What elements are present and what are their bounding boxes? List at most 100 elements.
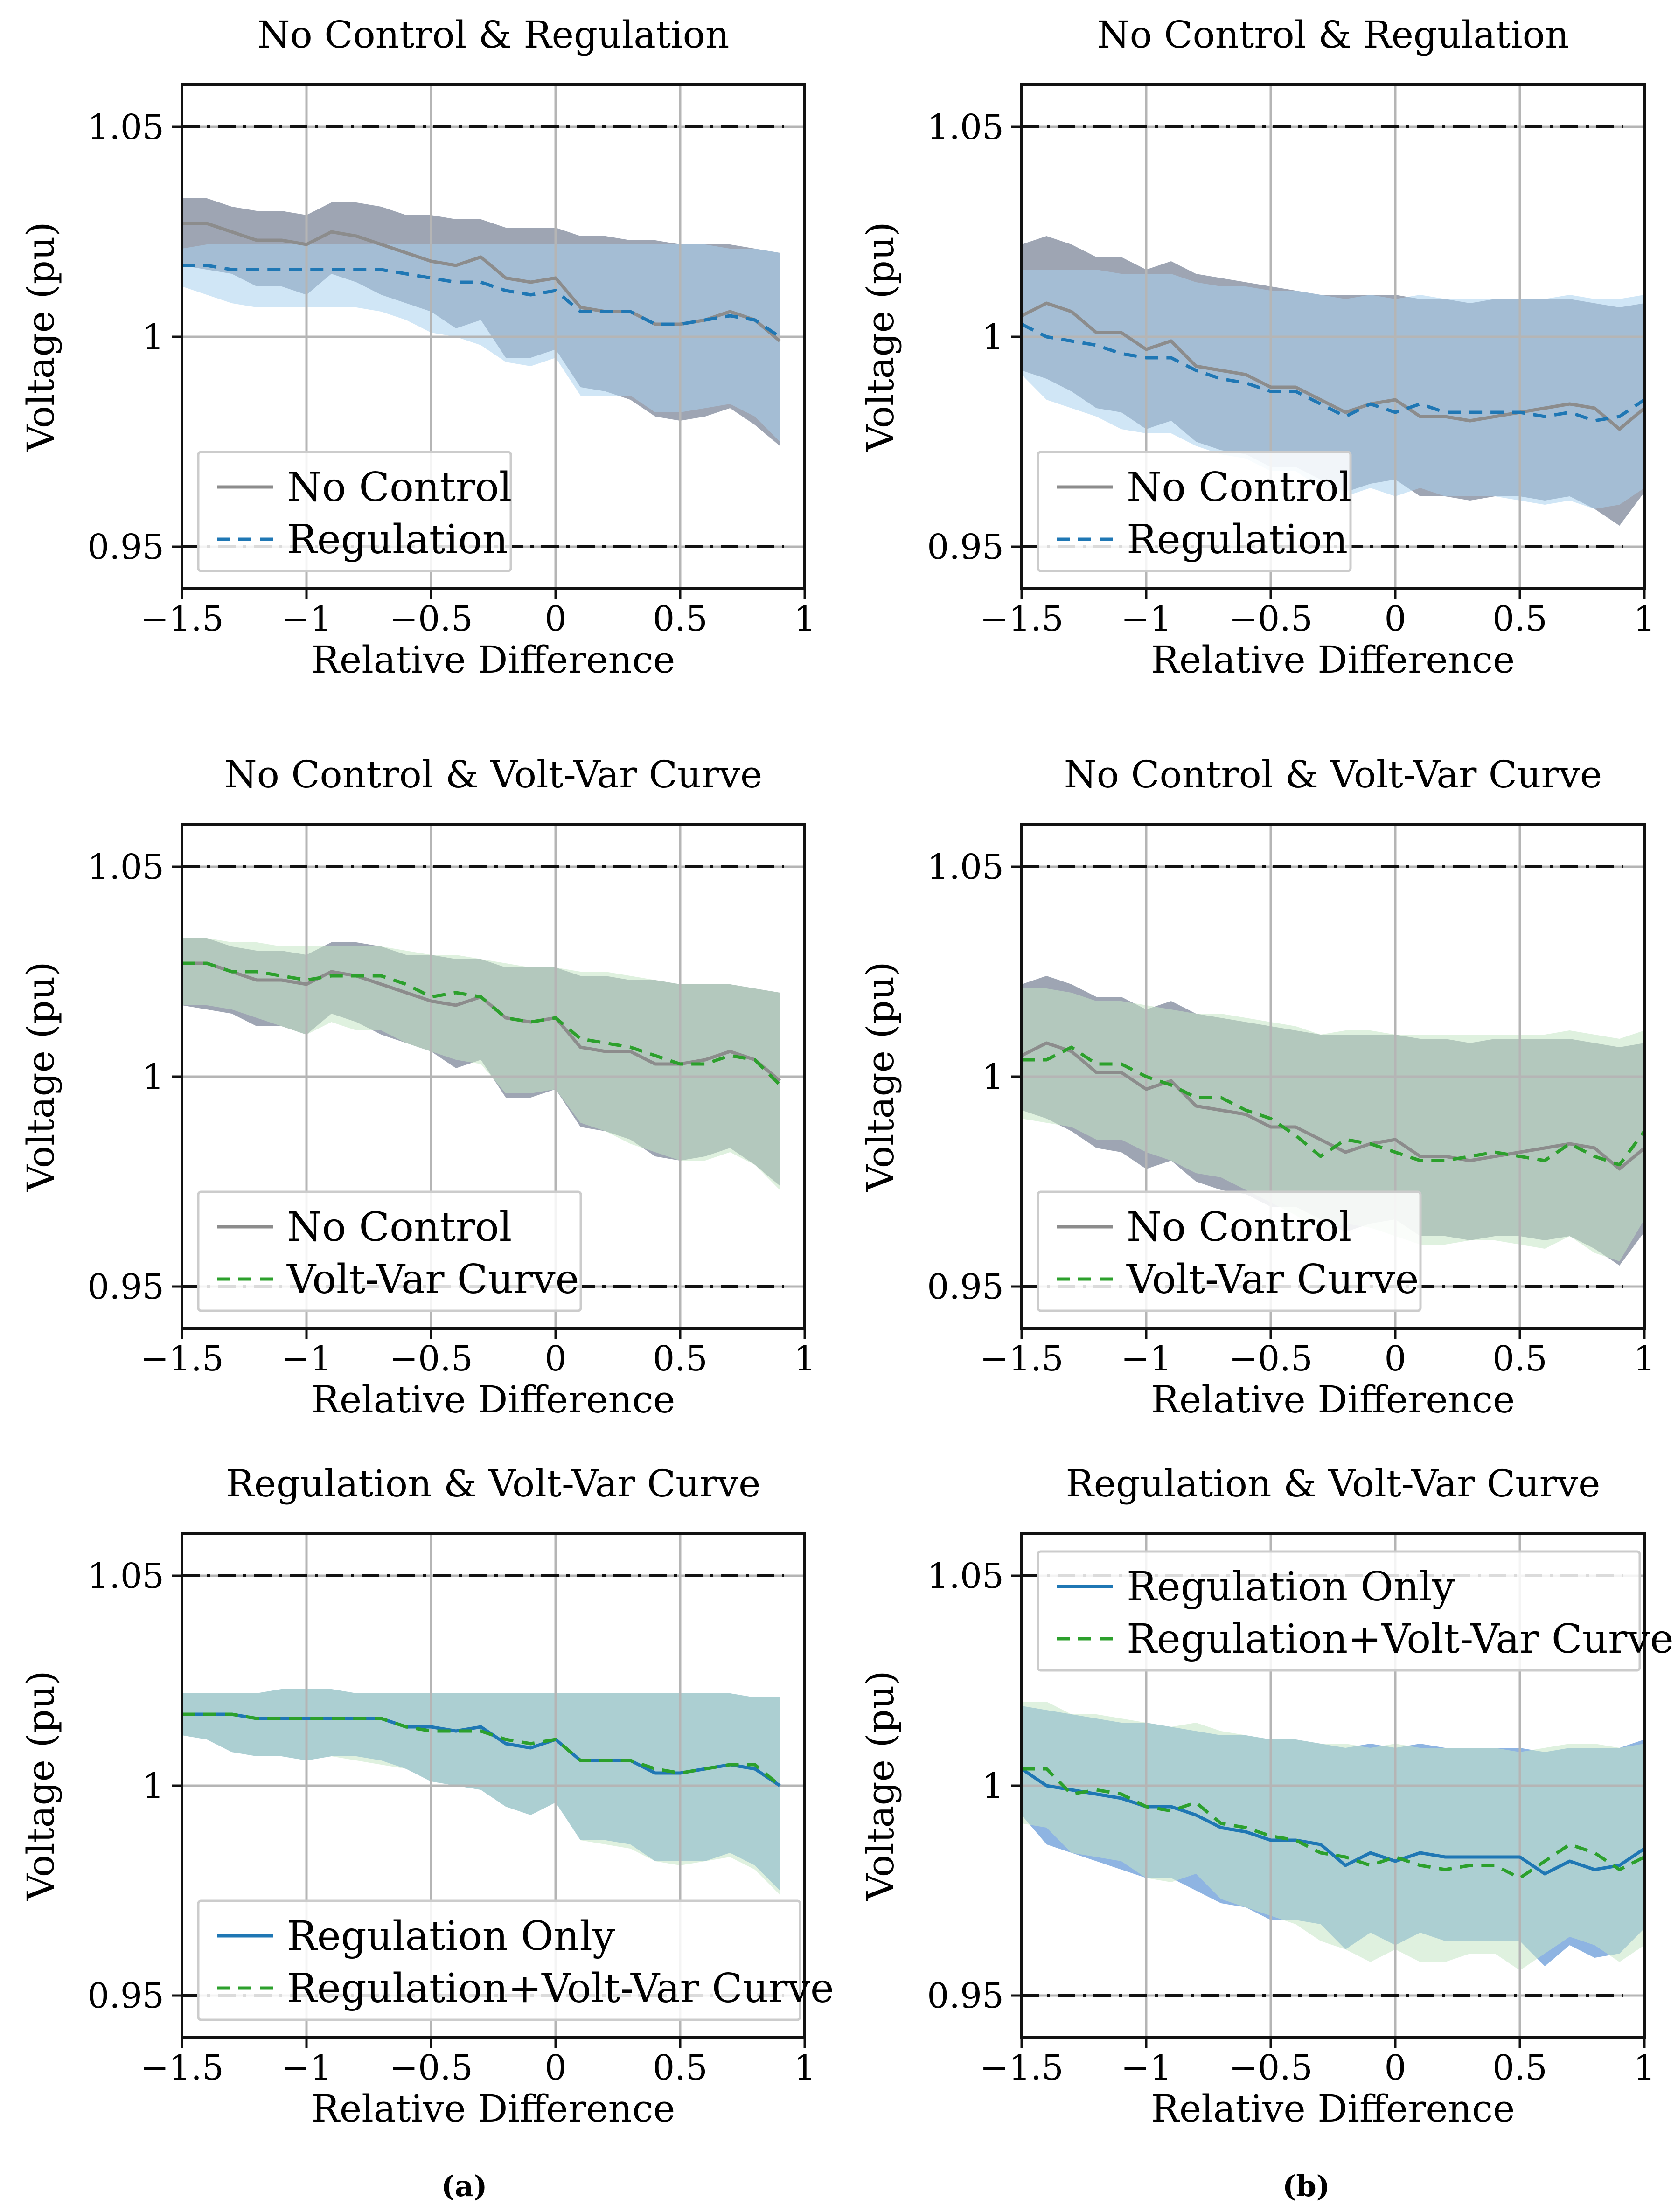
y-tick-label: 1 bbox=[142, 1766, 164, 1806]
x-tick-label: −1 bbox=[281, 2048, 332, 2088]
x-tick-label: −1 bbox=[1121, 599, 1171, 639]
chart-panels: No Control & Regulation −1.5 −1 −0.5 0 0.5 1 0.… bbox=[19, 13, 1674, 2130]
x-axis-label: Relative Difference bbox=[1151, 2087, 1515, 2130]
legend-frame bbox=[1037, 1550, 1641, 1672]
x-axis-label: Relative Difference bbox=[312, 2087, 675, 2130]
series-line-regulation-volt-var-curve bbox=[182, 1712, 781, 1787]
x-tick-label: 0 bbox=[544, 1339, 566, 1379]
x-tick-label: −0.5 bbox=[389, 599, 473, 639]
legend-label: No Control bbox=[287, 464, 512, 511]
band-regulation bbox=[1022, 270, 1644, 509]
x-tick-label: −1 bbox=[1121, 1339, 1171, 1379]
x-tick-label: 1 bbox=[1633, 599, 1655, 639]
y-axis-label: Voltage (pu) bbox=[859, 961, 902, 1192]
x-tick-label: 0 bbox=[544, 2048, 566, 2088]
x-tick-label: 1 bbox=[1633, 2048, 1655, 2088]
confidence-bands bbox=[182, 1689, 780, 1895]
y-tick-label: 1 bbox=[982, 317, 1004, 357]
y-axis-label: Voltage (pu) bbox=[19, 1670, 63, 1901]
y-tick-label: 1 bbox=[982, 1766, 1004, 1806]
x-tick-label: −0.5 bbox=[1229, 1339, 1313, 1379]
x-tick-label: 0.5 bbox=[1492, 1339, 1547, 1379]
y-tick-label: 0.95 bbox=[927, 1267, 1004, 1307]
x-axis-label: Relative Difference bbox=[1151, 1378, 1515, 1421]
confidence-bands bbox=[1022, 236, 1644, 526]
series-line-no-control bbox=[182, 222, 781, 342]
x-tick-label: −0.5 bbox=[389, 2048, 473, 2088]
legend: No Control Volt-Var Curve bbox=[197, 1190, 582, 1312]
series-line-volt-var-curve bbox=[182, 961, 781, 1086]
chart-title: No Control & Regulation bbox=[1097, 13, 1569, 56]
y-tick-label: 1 bbox=[142, 1057, 164, 1097]
legend-label: Regulation bbox=[287, 516, 508, 563]
y-tick-label: 1.05 bbox=[87, 107, 164, 147]
chart-b3: Regulation & Volt-Var Curve −1.5 −1 −0.5 0 0.… bbox=[859, 1462, 1674, 2130]
series-line-regulation-volt-var-curve bbox=[1022, 1767, 1644, 1880]
legend-label: No Control bbox=[1127, 464, 1351, 511]
legend-frame bbox=[197, 1190, 582, 1312]
legend: Regulation Only Regulation+Volt-Var Curve bbox=[1037, 1550, 1674, 1672]
x-tick-label: −1 bbox=[281, 599, 332, 639]
chart-title: No Control & Volt-Var Curve bbox=[1064, 753, 1602, 796]
series-lines bbox=[182, 1712, 781, 1787]
legend-frame bbox=[197, 451, 512, 572]
confidence-bands bbox=[1022, 1702, 1644, 1970]
series-line-volt-var-curve bbox=[1022, 1045, 1644, 1167]
confidence-bands bbox=[182, 938, 780, 1190]
legend-label: Volt-Var Curve bbox=[286, 1256, 579, 1303]
chart-a2: No Control & Volt-Var Curve −1.5 −1 −0.5 0 0.… bbox=[19, 753, 816, 1421]
y-tick-label: 1 bbox=[982, 1057, 1004, 1097]
band-regulation bbox=[182, 244, 780, 442]
y-tick-label: 1.05 bbox=[927, 107, 1004, 147]
x-tick-label: 0 bbox=[544, 599, 566, 639]
x-tick-label: −0.5 bbox=[1229, 599, 1313, 639]
chart-title: No Control & Volt-Var Curve bbox=[224, 753, 763, 796]
series-lines bbox=[1022, 301, 1644, 431]
legend-label: Volt-Var Curve bbox=[1126, 1256, 1419, 1303]
y-tick-label: 1 bbox=[142, 317, 164, 357]
series-lines bbox=[182, 222, 781, 342]
x-tick-label: 0 bbox=[1384, 2048, 1406, 2088]
x-tick-label: −1.5 bbox=[140, 599, 224, 639]
x-tick-label: 0.5 bbox=[1492, 2048, 1547, 2088]
chart-title: Regulation & Volt-Var Curve bbox=[1066, 1462, 1601, 1505]
chart-b1: No Control & Regulation −1.5 −1 −0.5 0 0.5 1 0.… bbox=[859, 13, 1656, 682]
series-lines bbox=[182, 961, 781, 1086]
chart-title: No Control & Regulation bbox=[258, 13, 730, 56]
x-tick-label: −1.5 bbox=[140, 1339, 224, 1379]
y-tick-label: 0.95 bbox=[87, 1267, 164, 1307]
legend-label: Regulation Only bbox=[287, 1913, 615, 1960]
legend: Regulation Only Regulation+Volt-Var Curve bbox=[197, 1899, 834, 2021]
x-tick-label: −1.5 bbox=[140, 2048, 224, 2088]
y-tick-label: 0.95 bbox=[87, 527, 164, 567]
legend-frame bbox=[1037, 1190, 1422, 1312]
x-tick-label: −1.5 bbox=[980, 599, 1064, 639]
x-tick-label: 1 bbox=[1633, 1339, 1655, 1379]
band-volt-var-curve bbox=[182, 938, 780, 1190]
y-axis-label: Voltage (pu) bbox=[859, 222, 902, 452]
band-volt-var-curve bbox=[1022, 988, 1644, 1261]
y-tick-label: 0.95 bbox=[87, 1976, 164, 2016]
band-regulation-volt-var-curve bbox=[1022, 1702, 1644, 1970]
series-line-no-control bbox=[1022, 301, 1644, 431]
y-tick-label: 1.05 bbox=[87, 1556, 164, 1596]
band-regulation-volt-var-curve bbox=[182, 1689, 780, 1895]
caption-a: (a) bbox=[441, 2169, 487, 2203]
series-line-regulation-only bbox=[182, 1712, 781, 1787]
y-axis-label: Voltage (pu) bbox=[19, 961, 63, 1192]
y-tick-label: 0.95 bbox=[927, 527, 1004, 567]
series-line-regulation-only bbox=[1022, 1767, 1644, 1876]
legend-label: No Control bbox=[1127, 1204, 1351, 1251]
x-tick-label: −1.5 bbox=[980, 2048, 1064, 2088]
legend: No Control Regulation bbox=[1037, 451, 1352, 572]
x-tick-label: 1 bbox=[794, 2048, 815, 2088]
series-lines bbox=[1022, 1767, 1644, 1880]
x-tick-label: 0.5 bbox=[653, 1339, 708, 1379]
confidence-bands bbox=[1022, 976, 1644, 1266]
x-tick-label: 0.5 bbox=[653, 2048, 708, 2088]
x-tick-label: −1 bbox=[281, 1339, 332, 1379]
y-tick-label: 1.05 bbox=[927, 1556, 1004, 1596]
x-axis-label: Relative Difference bbox=[1151, 638, 1515, 682]
confidence-bands bbox=[182, 198, 780, 446]
